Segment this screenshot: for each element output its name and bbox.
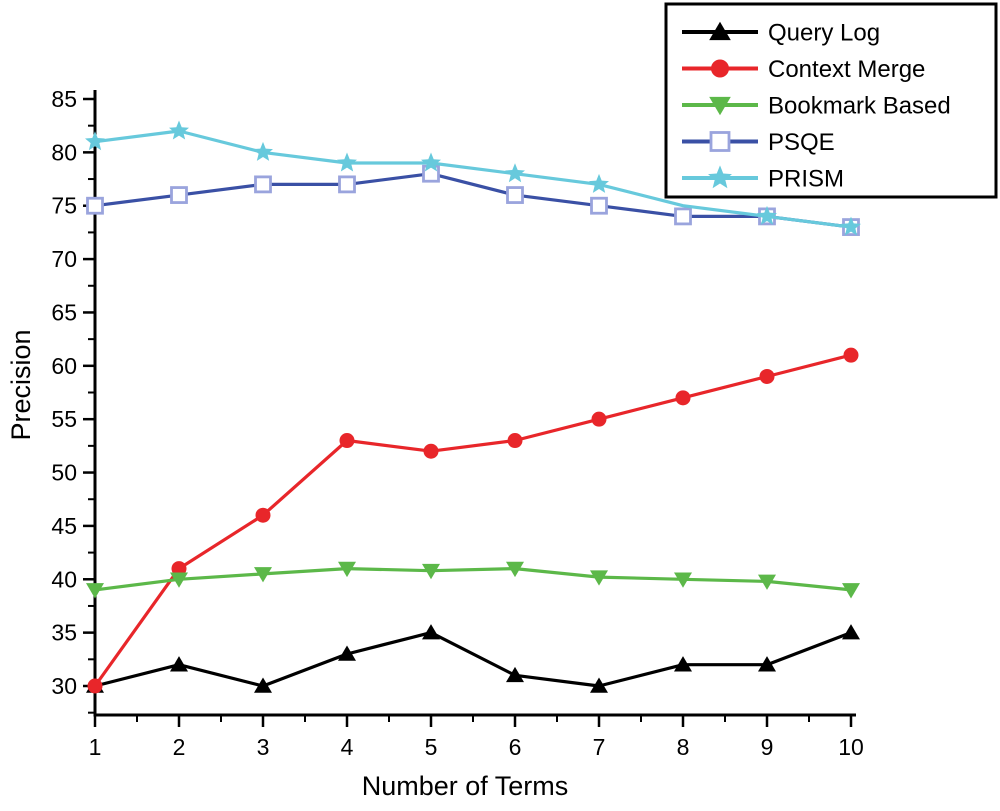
marker-prism [589, 173, 609, 193]
x-tick-label-2: 2 [173, 734, 186, 760]
x-tick-label-10: 10 [838, 734, 864, 760]
series-bookmark-based [86, 561, 860, 599]
marker-query-log [338, 645, 356, 661]
marker-psqe [338, 175, 356, 194]
marker-context-merge [675, 390, 691, 406]
x-tick-label-6: 6 [509, 734, 522, 760]
legend-marker-bookmark-based [709, 96, 731, 116]
x-tick-label-3: 3 [257, 734, 270, 760]
marker-bookmark-based [842, 583, 860, 599]
marker-context-merge [339, 433, 355, 449]
marker-query-log [842, 624, 860, 640]
legend-item-context-merge: Context Merge [682, 56, 925, 83]
marker-context-merge [843, 347, 859, 363]
marker-query-log [506, 666, 524, 683]
marker-psqe [590, 196, 608, 215]
y-tick-label-65: 65 [51, 299, 77, 325]
marker-query-log [674, 656, 692, 672]
y-tick-label-80: 80 [51, 139, 77, 165]
x-axis-title: Number of Terms [362, 771, 569, 801]
marker-context-merge [759, 368, 775, 384]
marker-bookmark-based [170, 572, 188, 588]
marker-bookmark-based [674, 572, 692, 588]
marker-prism [337, 152, 357, 172]
y-tick-label-30: 30 [51, 673, 77, 699]
marker-psqe [506, 186, 524, 204]
legend-item-query-log: Query Log [682, 20, 880, 47]
marker-context-merge [171, 561, 187, 577]
x-tick-label-1: 1 [89, 734, 102, 760]
series-line-psqe [94, 172, 852, 229]
legend-label-prism: PRISM [768, 166, 844, 193]
series-context-merge [87, 347, 859, 694]
series-line-bookmark-based [94, 566, 852, 592]
x-tick-label-7: 7 [593, 734, 606, 760]
series-line-query-log [94, 630, 852, 688]
marker-prism [421, 152, 441, 172]
y-tick-label-40: 40 [51, 566, 77, 592]
marker-context-merge [423, 443, 439, 459]
marker-bookmark-based [422, 563, 440, 580]
legend-item-bookmark-based: Bookmark Based [682, 93, 951, 120]
marker-bookmark-based [506, 561, 524, 578]
marker-prism [505, 163, 525, 183]
marker-psqe [86, 196, 104, 215]
series-psqe [86, 164, 860, 236]
legend-label-context-merge: Context Merge [768, 56, 925, 83]
legend-label-bookmark-based: Bookmark Based [768, 93, 951, 120]
legend-label-query-log: Query Log [768, 20, 880, 47]
marker-prism [757, 205, 777, 225]
marker-query-log [254, 677, 272, 693]
x-tick-label-4: 4 [341, 734, 354, 760]
marker-prism [253, 141, 273, 161]
y-tick-label-55: 55 [51, 406, 77, 432]
marker-psqe [674, 207, 692, 226]
y-tick-label-50: 50 [51, 460, 77, 486]
legend-marker-psqe [709, 131, 731, 152]
series-query-log [86, 624, 860, 693]
marker-context-merge [507, 433, 523, 449]
marker-query-log [170, 656, 188, 672]
marker-psqe [254, 175, 272, 194]
marker-bookmark-based [86, 583, 104, 599]
x-tick-label-5: 5 [425, 734, 438, 760]
marker-query-log [758, 656, 776, 672]
marker-bookmark-based [338, 561, 356, 578]
legend: Query Log Context Merge Bookmark Based PSQE… [664, 2, 998, 199]
marker-context-merge [255, 507, 271, 523]
marker-bookmark-based [254, 567, 272, 583]
y-tick-label-70: 70 [51, 246, 77, 272]
legend-marker-prism [708, 165, 732, 189]
y-tick-label-45: 45 [51, 513, 77, 539]
marker-context-merge [591, 411, 607, 427]
x-tick-label-9: 9 [761, 734, 774, 760]
marker-prism [841, 216, 861, 236]
series-prism [85, 120, 861, 236]
series-line-context-merge [93, 353, 852, 687]
marker-context-merge [87, 678, 103, 694]
marker-bookmark-based [590, 570, 608, 586]
y-tick-label-35: 35 [51, 620, 77, 646]
y-axis-title: Precision [6, 329, 36, 440]
marker-prism [85, 131, 105, 151]
series-line-prism [94, 129, 852, 229]
marker-bookmark-based [758, 574, 776, 590]
legend-item-prism: PRISM [682, 165, 844, 193]
marker-prism [169, 120, 189, 140]
x-tick-label-8: 8 [677, 734, 690, 760]
marker-psqe [170, 186, 188, 204]
legend-item-psqe: PSQE [682, 129, 835, 156]
legend-marker-query-log [709, 21, 731, 41]
legend-label-psqe: PSQE [768, 129, 835, 156]
y-tick-label-75: 75 [51, 193, 77, 219]
marker-query-log [422, 624, 440, 640]
y-tick-label-85: 85 [51, 86, 77, 112]
legend-marker-context-merge [711, 59, 729, 78]
y-tick-label-60: 60 [51, 353, 77, 379]
marker-query-log [590, 677, 608, 693]
